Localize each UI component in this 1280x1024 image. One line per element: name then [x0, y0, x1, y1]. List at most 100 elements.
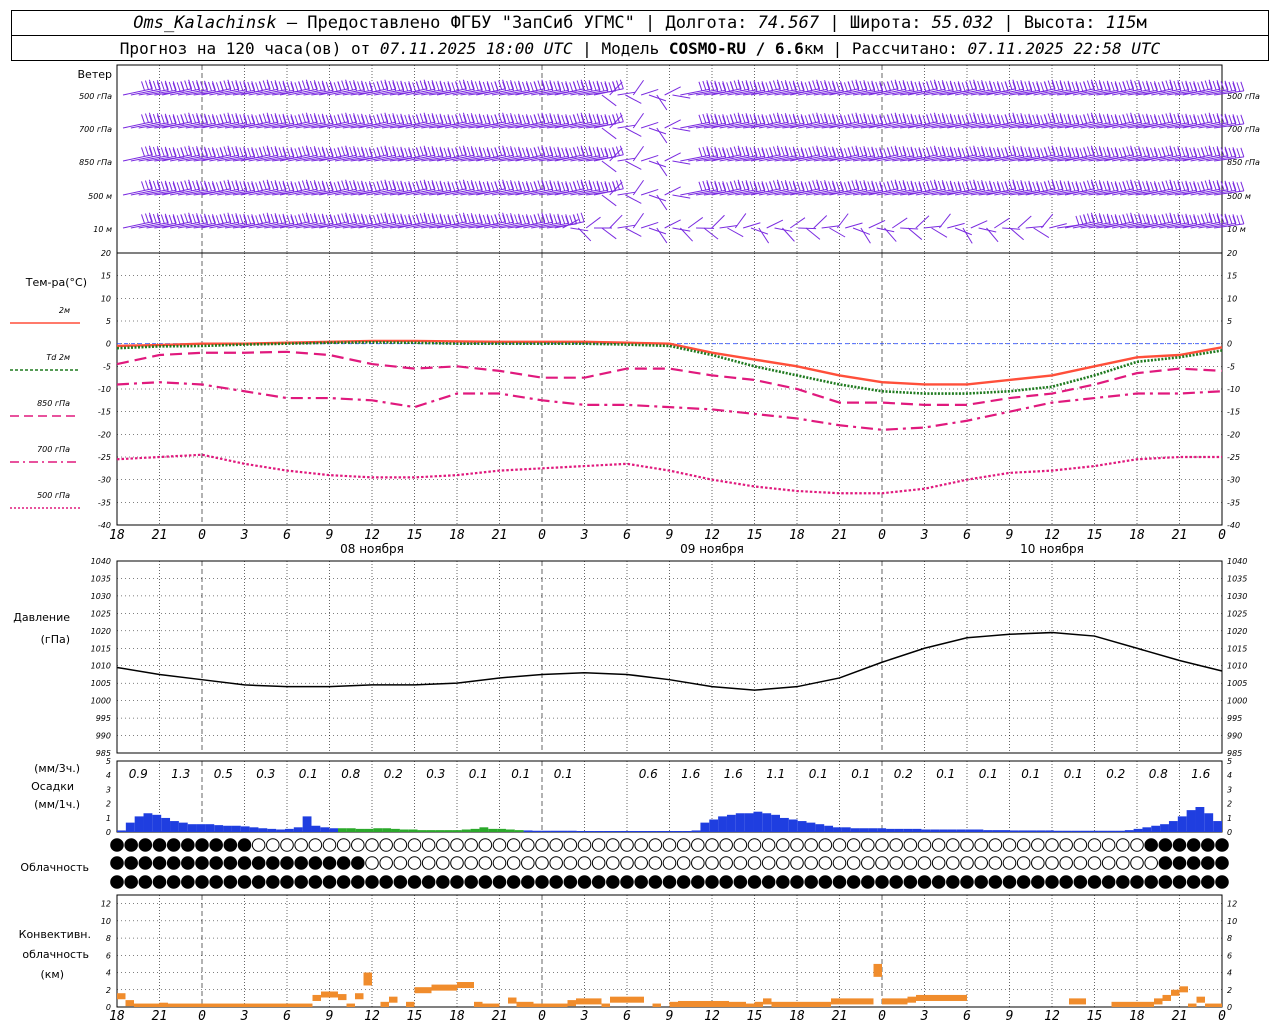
wind-barb-flag	[996, 181, 1001, 191]
wind-barb-flag	[337, 214, 342, 224]
wind-barb-flag	[451, 148, 456, 158]
wind-barb	[295, 222, 326, 229]
wind-barb-flag	[160, 214, 165, 224]
wind-barb-flag	[482, 214, 487, 225]
wind-barb-flag	[855, 112, 860, 122]
wind-barb	[876, 88, 907, 96]
wind-barb-flag	[839, 115, 844, 126]
cloud-symbol	[1045, 838, 1059, 852]
wind-barb	[366, 121, 396, 129]
wind-barb-flag	[1224, 182, 1229, 192]
wind-barb-flag	[863, 182, 868, 192]
cloud-symbol	[124, 856, 138, 870]
cloud-symbol	[138, 856, 153, 870]
wind-barb-flag	[400, 215, 405, 225]
wind-barb	[625, 160, 642, 170]
wind-barb-flag	[722, 182, 727, 193]
cloud-symbol	[960, 838, 974, 852]
wind-barb-flag	[270, 113, 275, 124]
wind-barb-flag	[172, 182, 177, 193]
wind-barb-flag	[615, 80, 620, 90]
wind-barb-flag	[722, 114, 727, 124]
wind-barb	[939, 213, 951, 229]
press-ytick-left: 1005	[91, 679, 111, 688]
wind-level-left: 700 гПа	[79, 125, 112, 134]
wind-barb-flag	[1193, 182, 1198, 193]
precip-bar	[815, 824, 825, 832]
wind-barb	[570, 155, 601, 162]
wind-barb-flag	[957, 115, 962, 126]
wind-barb-flag	[996, 115, 1001, 126]
cloud-symbol	[1130, 875, 1144, 889]
wind-barb-flag	[714, 148, 719, 158]
wind-barb-flag	[765, 82, 770, 92]
cloud-symbol	[322, 838, 337, 852]
press-ytick-right: 1015	[1227, 644, 1247, 653]
wind-barb-flag	[1240, 114, 1245, 124]
wind-barb-flag	[722, 115, 727, 126]
cloud-symbol	[931, 875, 946, 889]
wind-barb-flag	[910, 82, 915, 92]
wind-barb-flag	[1004, 114, 1009, 124]
precip-bar	[1071, 830, 1081, 832]
conv-bar	[652, 1003, 661, 1007]
wind-barb-flag	[522, 114, 526, 125]
wind-barb-flag	[365, 181, 369, 192]
wind-barb-flag	[502, 112, 507, 122]
wind-barb-flag	[776, 147, 781, 157]
wind-barb-flag	[514, 114, 519, 124]
wind-barb-flag	[1114, 114, 1119, 124]
wind-barb-flag	[1090, 81, 1095, 91]
wind-barb-flag	[879, 82, 884, 93]
wind-barb-flag	[1146, 113, 1150, 123]
wind-barb	[303, 155, 334, 162]
wind-barb	[1151, 121, 1181, 129]
wind-barb	[1119, 89, 1150, 96]
wind-barb-flag	[879, 181, 884, 191]
wind-barb-flag	[949, 180, 954, 190]
wind-barb	[1033, 154, 1064, 162]
wind-barb	[421, 155, 452, 162]
wind-barb-flag	[447, 214, 452, 224]
cloud-symbol	[790, 875, 804, 889]
wind-barb	[240, 154, 271, 162]
wind-title: Ветер	[78, 68, 112, 81]
wind-barb-flag	[1043, 81, 1048, 91]
wind-barb-flag	[419, 80, 424, 90]
wind-barb-flag	[851, 80, 856, 90]
wind-barb-flag	[211, 181, 216, 191]
wind-barb-flag	[1126, 80, 1131, 90]
time-tick-label: 18	[789, 528, 805, 543]
wind-barb-flag	[565, 148, 570, 159]
wind-barb	[750, 88, 781, 96]
wind-barb-flag	[462, 114, 467, 124]
wind-barb-flag	[929, 146, 934, 156]
wind-barb-flag	[1020, 115, 1025, 125]
wind-barb-flag	[949, 182, 954, 192]
wind-barb	[1104, 188, 1134, 196]
wind-barb	[915, 121, 946, 129]
wind-barb-flag	[922, 182, 927, 192]
cloud-symbol	[450, 856, 464, 870]
wind-barb-flag	[313, 148, 318, 158]
conv-time-tick-label: 21	[492, 1009, 508, 1024]
wind-barb	[366, 154, 396, 162]
wind-barb-flag	[1020, 180, 1025, 190]
wind-barb-flag	[396, 114, 401, 124]
conv-unit: (км)	[40, 968, 64, 981]
wind-barb	[1002, 155, 1032, 162]
wind-barb	[1002, 122, 1032, 129]
wind-barb	[578, 189, 609, 196]
cloud-symbol	[1087, 838, 1102, 852]
cloud-symbol	[478, 838, 493, 852]
cloud-symbol	[138, 838, 153, 852]
temp-legend-label: 2м	[59, 306, 70, 315]
cloud-symbol	[861, 856, 875, 870]
wind-barb-flag	[1232, 147, 1237, 157]
wind-barb-flag	[1208, 179, 1213, 189]
wind-barb-flag	[902, 182, 907, 192]
wind-barb-flag	[1075, 82, 1080, 93]
wind-barb-flag	[262, 180, 267, 190]
press-ytick-right: 1000	[1227, 697, 1247, 706]
